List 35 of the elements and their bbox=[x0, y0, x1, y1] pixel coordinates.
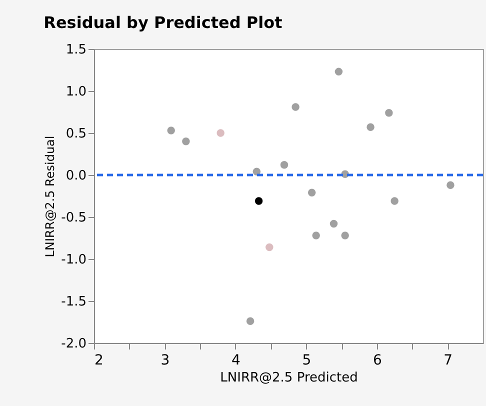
point bbox=[167, 126, 175, 134]
y-tick-label: -1.5 bbox=[61, 294, 86, 310]
y-tick-label: 1.0 bbox=[66, 84, 86, 100]
x-tick-label: 4 bbox=[231, 352, 240, 368]
point bbox=[246, 317, 254, 326]
point bbox=[266, 243, 274, 252]
point bbox=[308, 188, 316, 197]
x-axis-title: LNIRR@2.5 Predicted bbox=[220, 370, 358, 386]
point bbox=[312, 232, 320, 240]
y-tick-label: 1.5 bbox=[66, 42, 86, 58]
y-tick-label: -2.0 bbox=[61, 336, 86, 352]
y-axis-title: LNIRR@2.5 Residual bbox=[43, 136, 58, 258]
point bbox=[292, 103, 300, 111]
x-tick-label: 6 bbox=[372, 352, 382, 368]
y-tick-label: 0.5 bbox=[66, 126, 86, 142]
chart-title: Residual by Predicted Plot bbox=[44, 13, 283, 32]
x-tick-label: 5 bbox=[302, 352, 312, 368]
point bbox=[330, 220, 338, 228]
point bbox=[390, 197, 398, 205]
point bbox=[216, 129, 224, 137]
x-tick-label: 7 bbox=[444, 352, 453, 368]
point bbox=[252, 168, 261, 176]
point bbox=[182, 138, 190, 146]
point bbox=[341, 232, 349, 240]
point bbox=[254, 197, 263, 205]
y-tick-label: 0.0 bbox=[66, 168, 86, 184]
point bbox=[334, 68, 343, 76]
point bbox=[446, 181, 454, 189]
x-tick-label: 3 bbox=[160, 352, 170, 368]
point bbox=[280, 161, 288, 169]
x-tick-label: 2 bbox=[94, 352, 104, 368]
y-tick-label: -1.0 bbox=[61, 252, 86, 268]
y-tick-label: -0.5 bbox=[61, 210, 86, 226]
point bbox=[366, 123, 374, 131]
point bbox=[385, 108, 393, 117]
